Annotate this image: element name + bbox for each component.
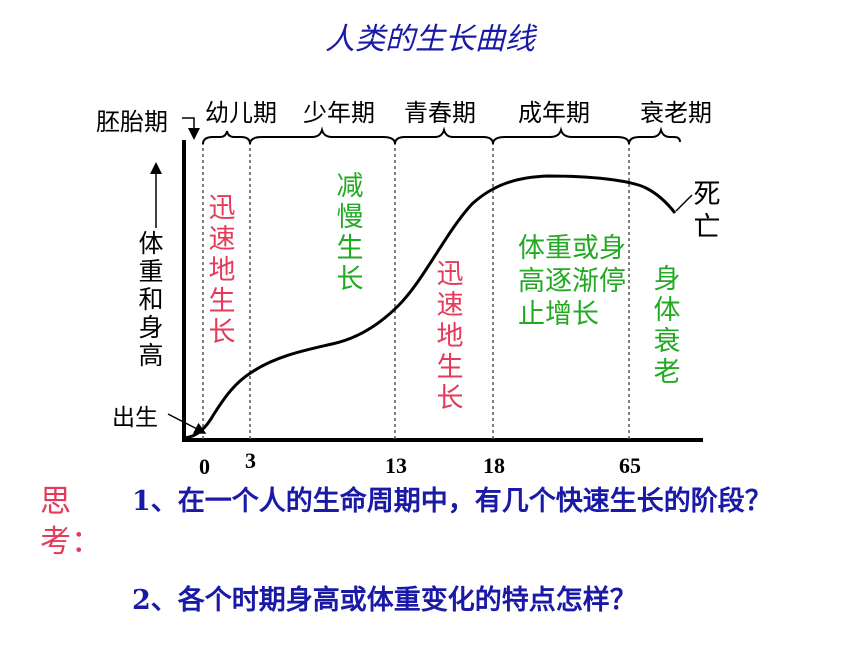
period-adulthood: 成年期 <box>518 99 590 127</box>
growth-curve <box>184 174 677 440</box>
embryo-pointer <box>182 117 200 140</box>
x-tick-13: 13 <box>385 453 407 478</box>
note-slow-growth: 减慢生长 <box>336 171 364 295</box>
brace-childhood <box>249 126 396 145</box>
brace-old-age <box>628 126 681 145</box>
death-pointer <box>675 194 693 212</box>
x-tick-65: 65 <box>619 453 641 478</box>
birth-pointer <box>167 413 207 434</box>
period-embryo: 胚胎期 <box>96 108 168 136</box>
period-braces <box>202 126 681 145</box>
diagram-title: 人类的生长曲线 <box>325 23 535 56</box>
y-axis-label: 体重和身高 <box>138 229 164 370</box>
period-dividers <box>202 142 630 440</box>
x-tick-18: 18 <box>483 453 505 478</box>
note-rapid-growth-2: 迅速地生长 <box>436 259 464 414</box>
brace-adolescence <box>394 126 494 145</box>
period-old-age: 衰老期 <box>640 99 712 127</box>
question-1: 1、在一个人的生命周期中，有几个快速生长的阶段？ <box>132 486 772 517</box>
note-aging: 身体衰老 <box>653 264 681 388</box>
x-tick-3: 3 <box>245 448 256 473</box>
brace-adulthood <box>492 126 630 145</box>
brace-infancy <box>202 130 251 145</box>
death-label: 死亡 <box>693 179 721 243</box>
period-adolescence: 青春期 <box>404 99 476 127</box>
question-2: 2、各个时期身高或体重变化的特点怎样？ <box>132 585 637 616</box>
note-rapid-growth-1: 迅速地生长 <box>208 193 236 348</box>
think-label: 思考： <box>40 484 102 560</box>
x-tick-0: 0 <box>199 454 210 479</box>
period-childhood: 少年期 <box>303 99 375 127</box>
birth-label: 出生 <box>112 405 158 431</box>
note-growth-stops: 体重或身高逐渐停止增长 <box>518 233 626 330</box>
period-infancy: 幼儿期 <box>205 99 277 127</box>
